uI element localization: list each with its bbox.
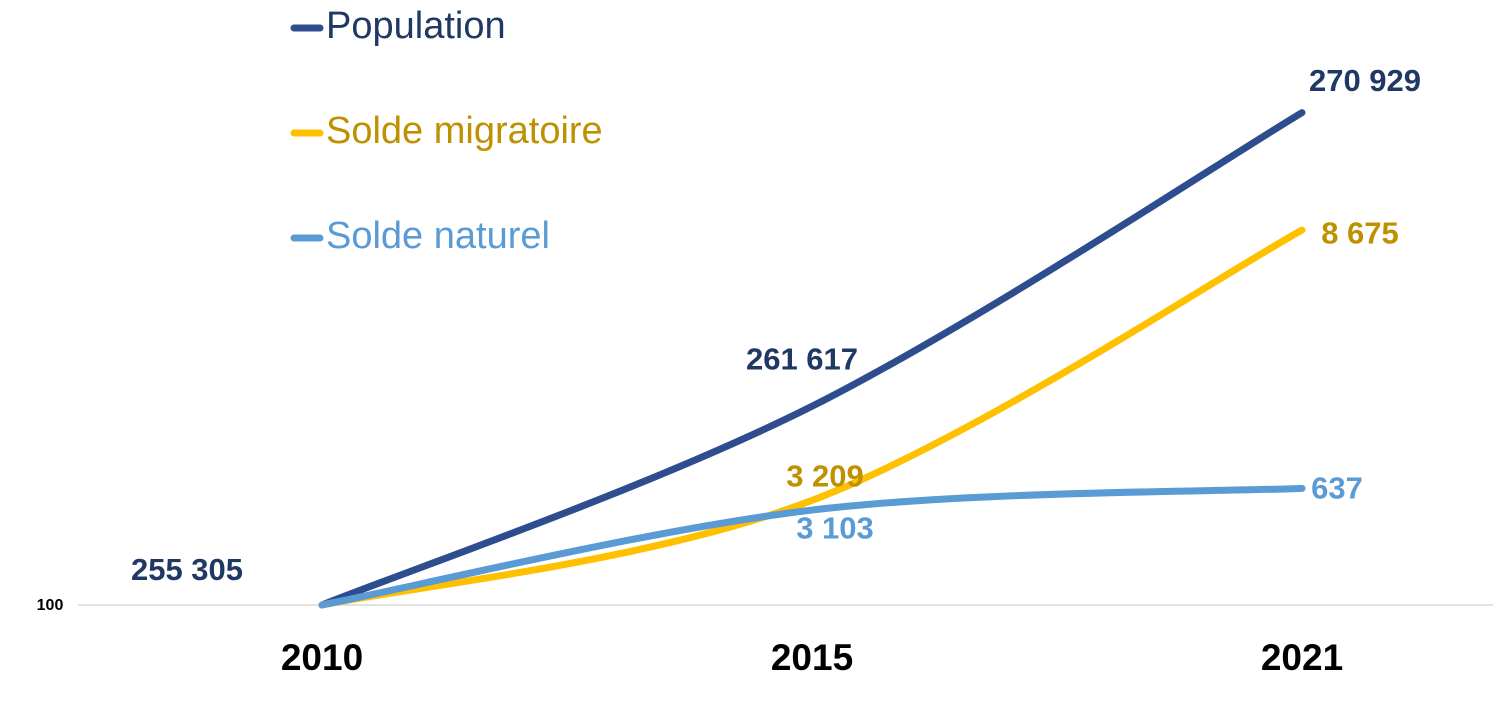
series-line [318, 109, 1306, 609]
series-line [318, 226, 1306, 609]
data-label: 8 675 [1321, 215, 1399, 250]
data-label: 637 [1311, 471, 1363, 506]
legend-label: Population [326, 5, 506, 47]
data-label: 3 209 [786, 459, 864, 494]
x-tick-label: 2021 [1261, 637, 1343, 678]
legend-label: Solde migratoire [326, 110, 603, 152]
x-tick-label: 2010 [281, 637, 363, 678]
series-line [318, 484, 1306, 609]
legend-label: Solde naturel [326, 215, 550, 257]
data-label: 3 103 [796, 510, 874, 545]
data-label: 255 305 [131, 552, 243, 587]
data-label: 270 929 [1309, 63, 1421, 98]
data-label: 261 617 [746, 341, 858, 376]
x-tick-label: 2015 [771, 637, 853, 678]
y-tick-label: 100 [37, 597, 64, 614]
